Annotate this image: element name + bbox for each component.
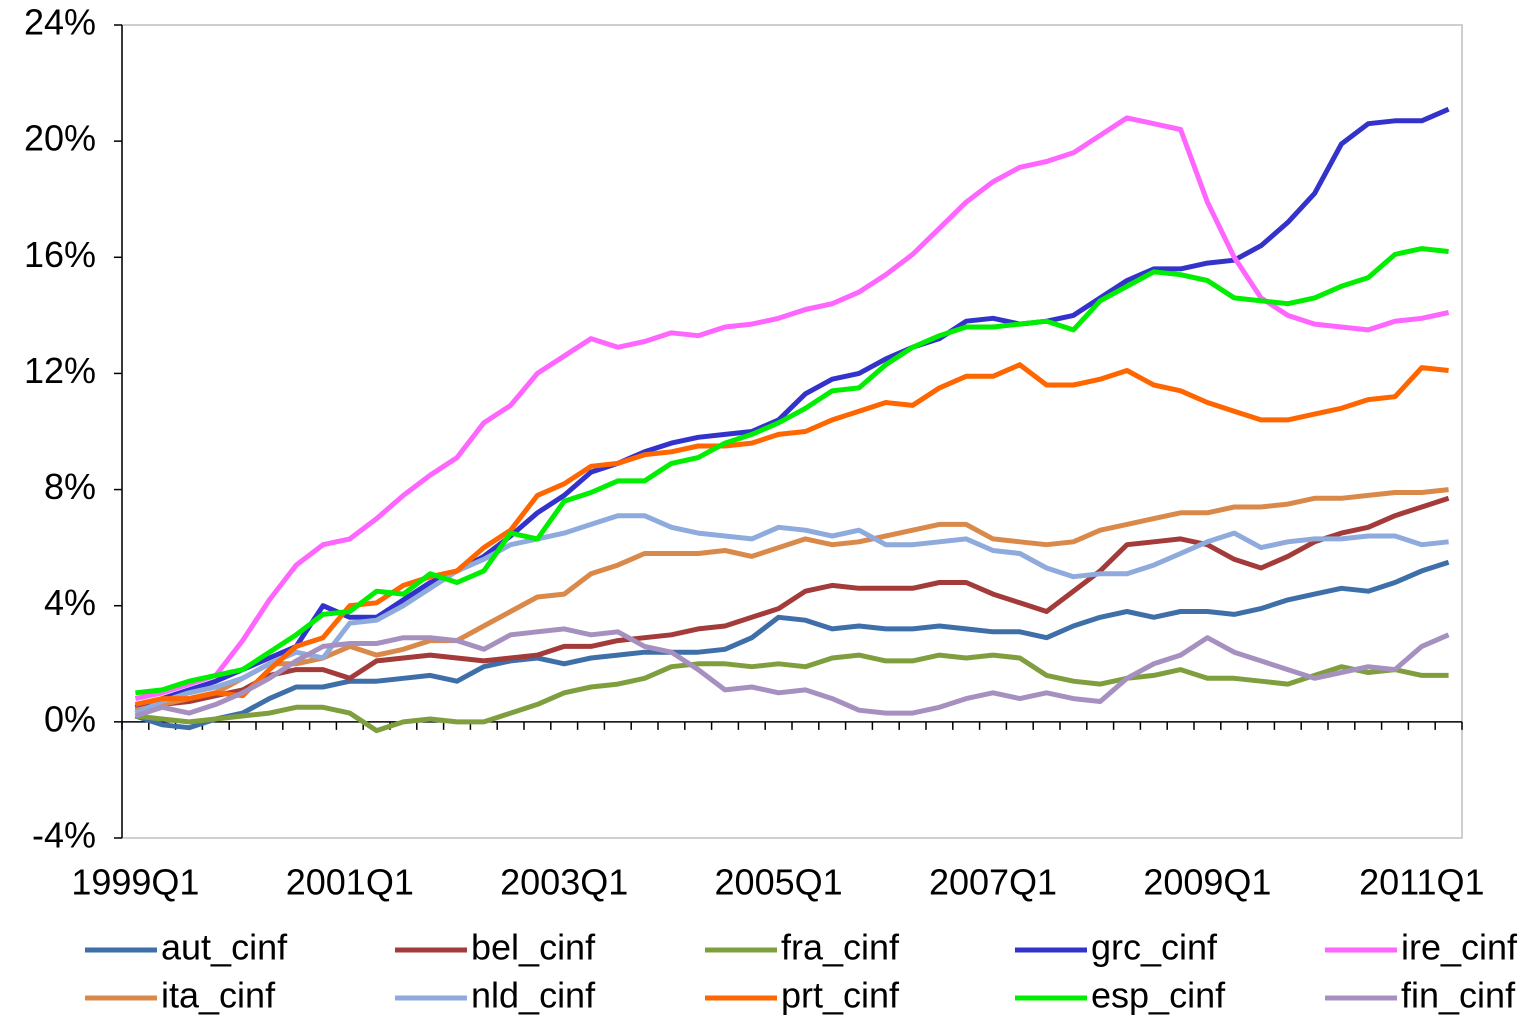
series-line <box>134 626 1450 719</box>
series-line <box>135 246 1449 696</box>
y-tick-label: 0% <box>44 698 96 739</box>
x-tick-label: 2005Q1 <box>715 862 843 903</box>
legend-label: bel_cinf <box>471 927 596 968</box>
legend-label: fra_cinf <box>781 927 900 968</box>
legend-label: ire_cinf <box>1401 927 1518 968</box>
legend-label: nld_cinf <box>471 975 596 1016</box>
x-tick-label: 2003Q1 <box>500 862 628 903</box>
series-line <box>135 652 1449 734</box>
legend-label: esp_cinf <box>1091 975 1226 1016</box>
y-tick-label: 20% <box>24 118 96 159</box>
series-line <box>134 115 1450 702</box>
y-tick-label: 24% <box>24 2 96 43</box>
series-line <box>134 106 1450 710</box>
legend-label: ita_cinf <box>161 975 276 1016</box>
y-tick-label: 8% <box>44 466 96 507</box>
series-line <box>134 487 1449 713</box>
y-tick-label: 12% <box>24 350 96 391</box>
y-tick-label: 4% <box>44 582 96 623</box>
legend-label: prt_cinf <box>781 975 900 1016</box>
series-line <box>134 559 1450 731</box>
x-tick-label: 2007Q1 <box>929 862 1057 903</box>
series-line <box>134 495 1450 713</box>
x-tick-label: 2011Q1 <box>1359 862 1484 903</box>
y-tick-label: -4% <box>32 815 96 856</box>
legend-label: aut_cinf <box>161 927 288 968</box>
x-tick-label: 2001Q1 <box>286 862 414 903</box>
legend-label: fin_cinf <box>1401 975 1516 1016</box>
legend-label: grc_cinf <box>1091 927 1218 968</box>
x-tick-label: 2009Q1 <box>1143 862 1271 903</box>
y-tick-label: 16% <box>24 234 96 275</box>
x-tick-label: 1999Q1 <box>71 862 199 903</box>
series-line <box>134 513 1449 716</box>
